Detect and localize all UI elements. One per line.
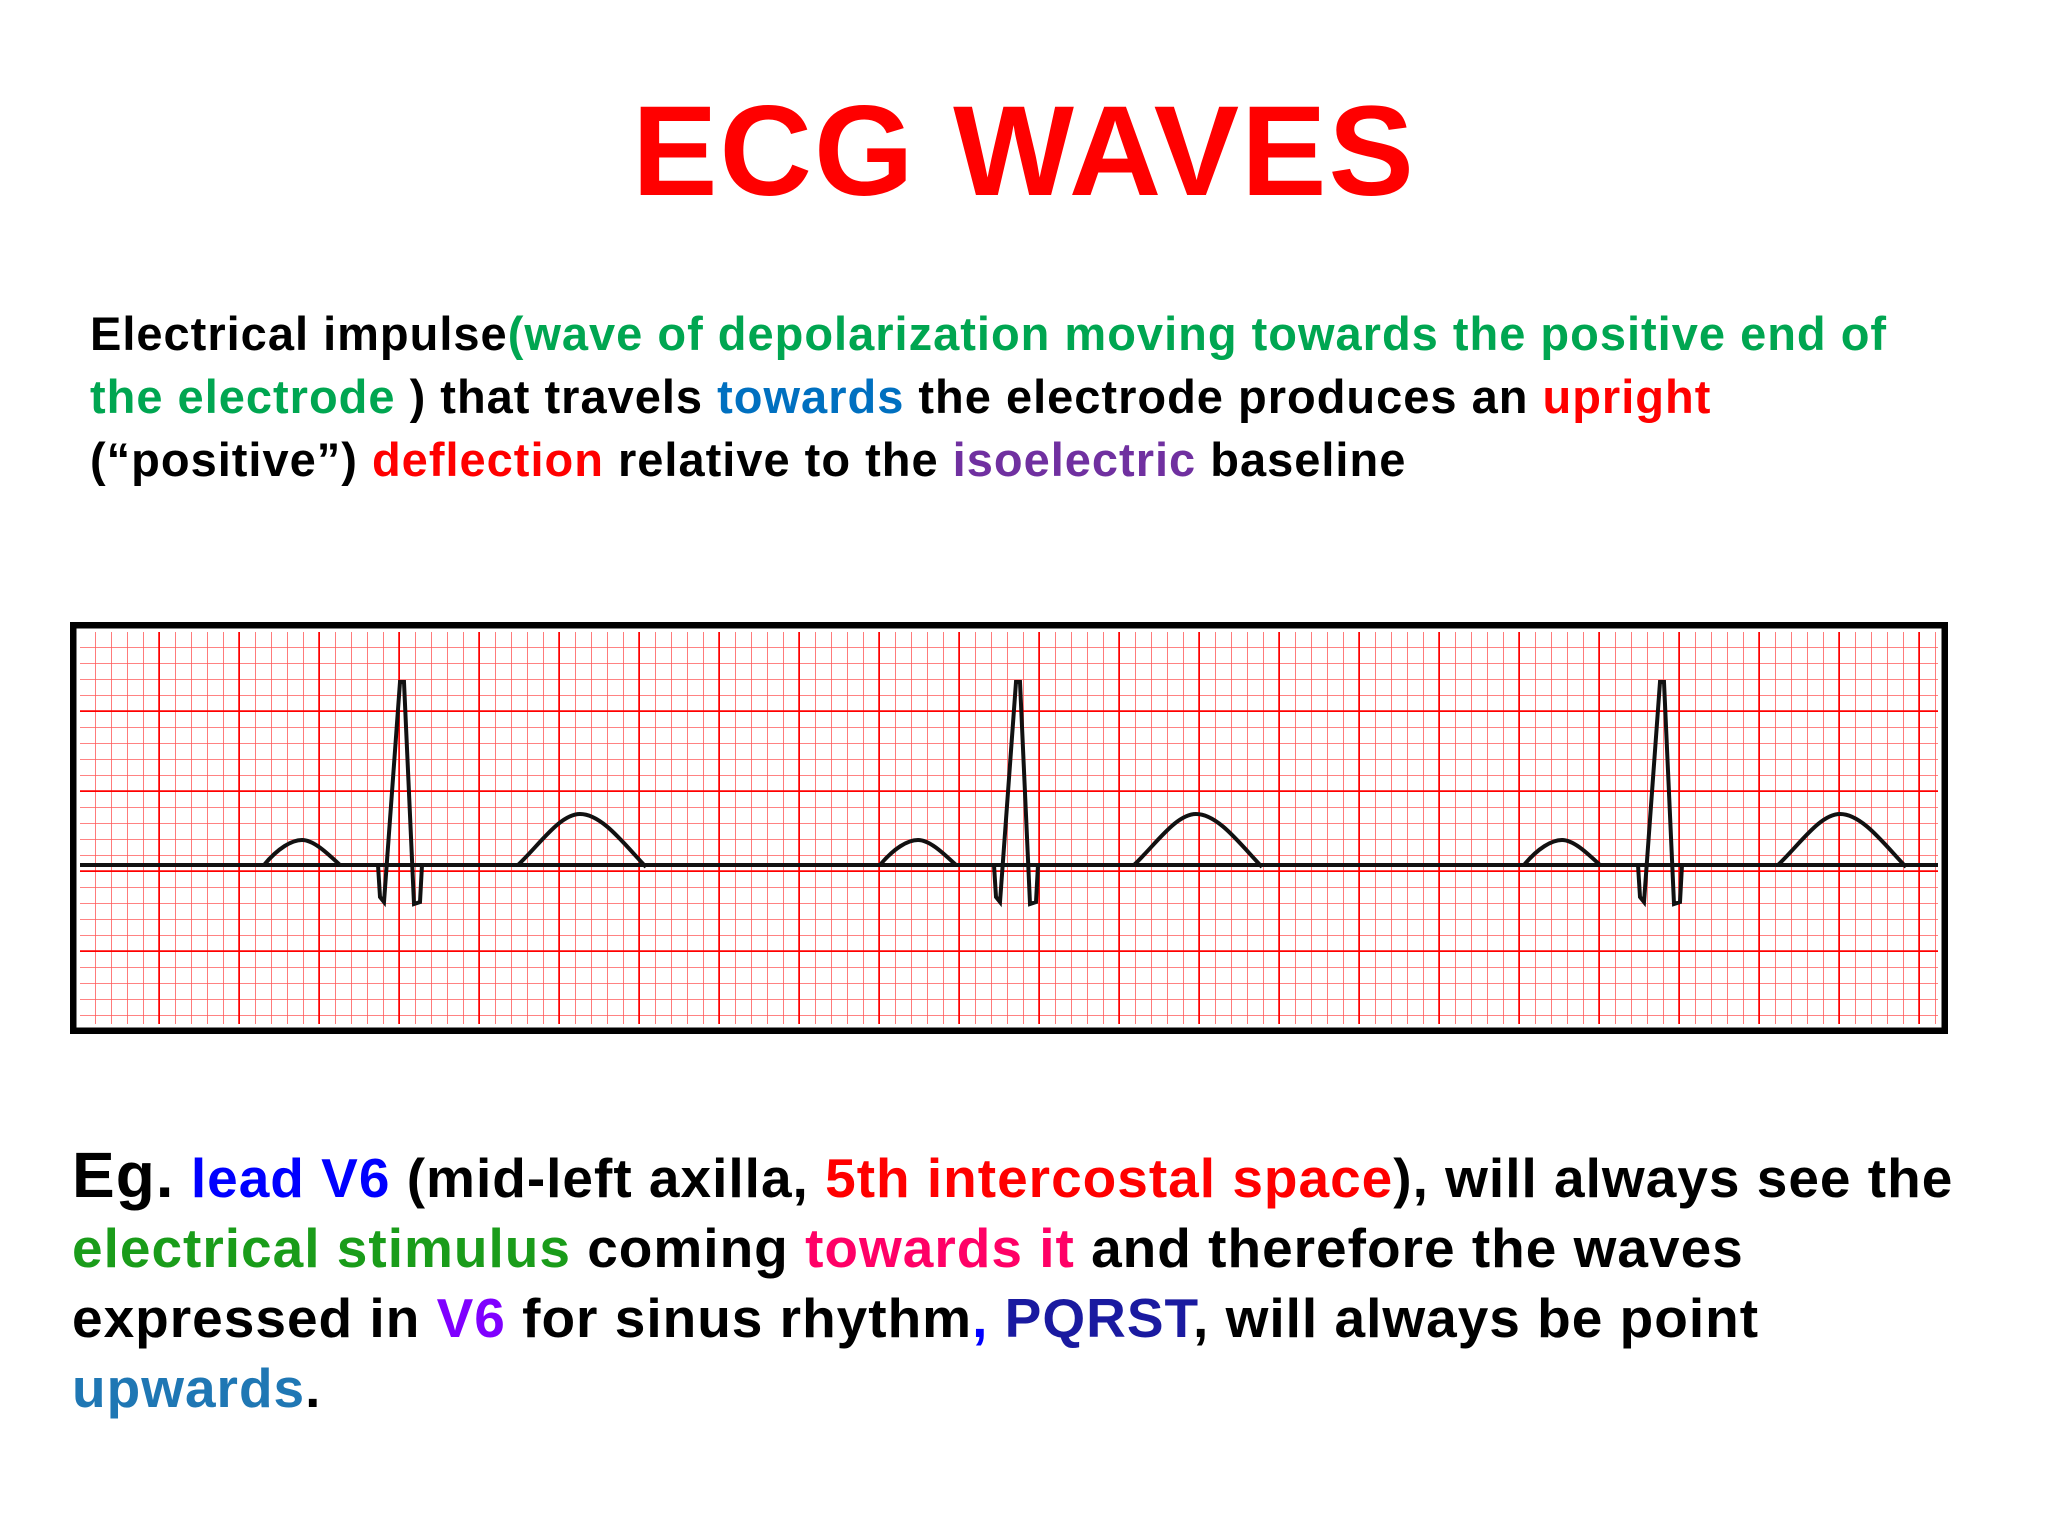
text: for sinus rhythm <box>505 1287 973 1349</box>
text: deflection <box>371 433 604 486</box>
text: , <box>972 1287 989 1349</box>
text: the electrode produces an <box>904 370 1543 423</box>
text: and therefore the waves expressed in <box>72 1217 1744 1349</box>
text: . <box>305 1357 322 1419</box>
text: baseline <box>1196 433 1407 486</box>
text: , will always be point <box>1193 1287 1760 1349</box>
text: Eg. <box>72 1139 175 1211</box>
ecg-trace <box>80 680 1938 906</box>
text: PQRST <box>988 1287 1194 1349</box>
text: V6 <box>436 1287 506 1349</box>
text: isoelectric <box>952 433 1197 486</box>
text: Electrical impulse <box>90 307 508 360</box>
slide-title: ECG WAVES <box>632 80 1416 223</box>
text: coming <box>570 1217 806 1279</box>
paragraph: Eg. lead V6 (mid-left axilla, 5th interc… <box>72 1140 1972 1423</box>
text: electrical stimulus <box>72 1217 571 1279</box>
paragraph: Electrical impulse(wave of depolarizatio… <box>90 302 1970 491</box>
text: towards <box>717 370 905 423</box>
text: (“positive”) <box>90 433 372 486</box>
strip-border <box>70 622 1948 1034</box>
text: upwards <box>72 1357 306 1419</box>
text: relative to the <box>603 433 953 486</box>
text: upright <box>1542 370 1712 423</box>
text: 5th intercostal space <box>825 1147 1394 1209</box>
text: lead V6 <box>174 1147 391 1209</box>
text: towards it <box>805 1217 1075 1279</box>
text: ), will always see the <box>1393 1147 1954 1209</box>
text: ) that travels <box>409 370 718 423</box>
text: (wave of depolarization moving towards t… <box>90 307 1888 423</box>
ecg-strip <box>70 622 1948 1034</box>
text: (mid-left axilla, <box>390 1147 826 1209</box>
